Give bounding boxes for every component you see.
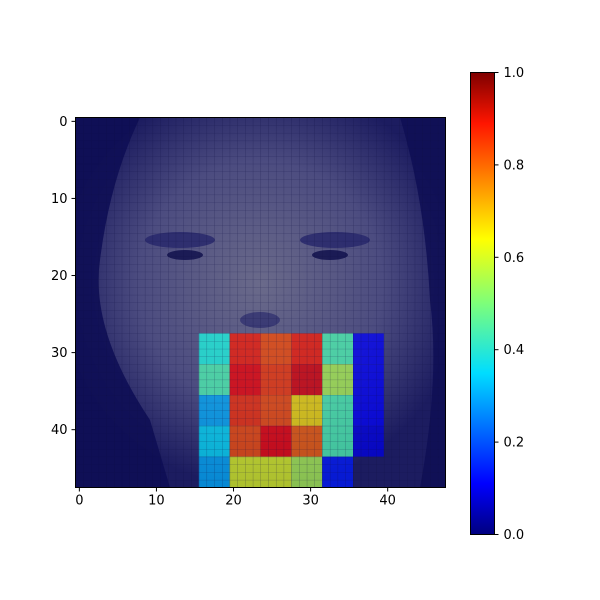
face-image (75, 117, 446, 488)
axes-frame (75, 117, 446, 488)
colorbar-tick-label: 0.2 (504, 436, 525, 451)
x-tick-label: 0 (75, 494, 83, 509)
colorbar-tick-label: 0.0 (504, 528, 525, 543)
x-tick-label: 10 (148, 494, 165, 509)
colorbar-gradient (470, 72, 495, 535)
heatmap-axes: 0 10 20 30 40 0 10 20 30 40 (51, 115, 446, 509)
y-tick-label: 10 (51, 192, 68, 207)
colorbar: 0.0 0.2 0.4 0.6 0.8 1.0 (470, 66, 525, 543)
colorbar-tick-label: 0.4 (504, 343, 525, 358)
x-tick-label: 40 (379, 494, 396, 509)
y-tick-label: 40 (51, 423, 68, 438)
colorbar-tick-label: 0.8 (504, 158, 525, 173)
x-tick-label: 30 (302, 494, 319, 509)
colorbar-tick-label: 0.6 (504, 251, 525, 266)
y-tick-label: 0 (59, 115, 67, 130)
colorbar-tick-label: 1.0 (504, 66, 525, 81)
x-tick-label: 20 (225, 494, 242, 509)
y-tick-label: 30 (51, 346, 68, 361)
y-axis: 0 10 20 30 40 (51, 115, 76, 438)
y-tick-label: 20 (51, 269, 68, 284)
x-axis: 0 10 20 30 40 (75, 487, 396, 509)
colorbar-ticks: 0.0 0.2 0.4 0.6 0.8 1.0 (494, 66, 525, 543)
